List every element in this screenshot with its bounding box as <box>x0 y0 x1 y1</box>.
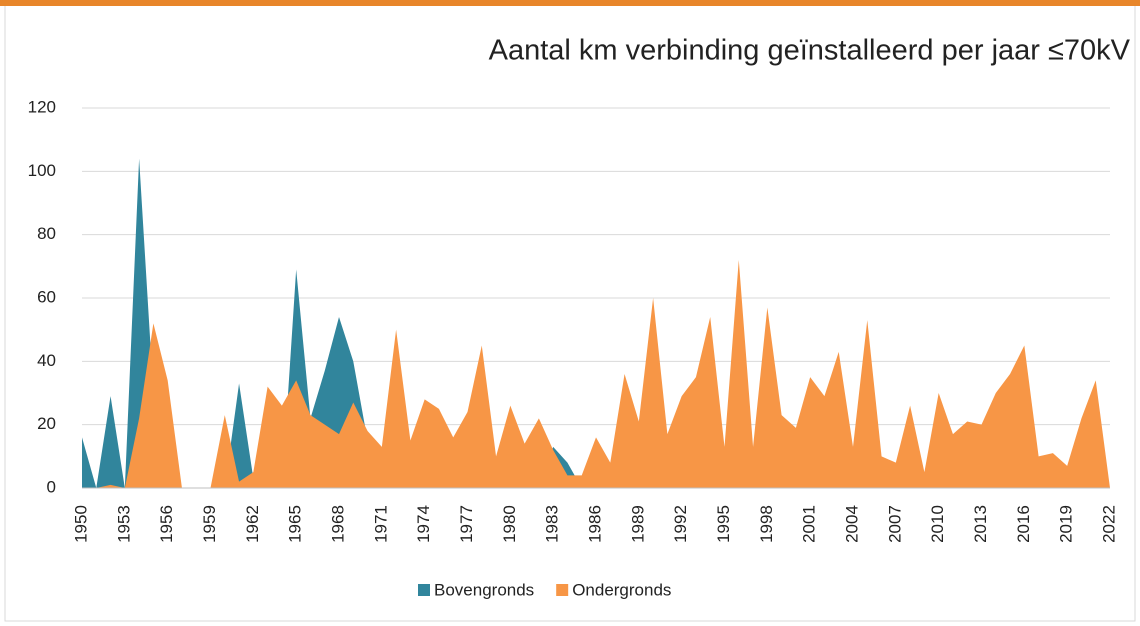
x-tick-label: 1998 <box>757 505 776 543</box>
x-tick-label: 1986 <box>585 505 604 543</box>
x-tick-label: 1980 <box>500 505 519 543</box>
y-tick-label: 120 <box>28 97 56 116</box>
y-tick-label: 20 <box>37 414 56 433</box>
x-tick-label: 2022 <box>1099 505 1118 543</box>
x-tick-label: 2001 <box>800 505 819 543</box>
x-tick-label: 1974 <box>414 505 433 543</box>
x-tick-label: 2004 <box>842 505 861 543</box>
x-tick-label: 1971 <box>371 505 390 543</box>
x-tick-label: 1968 <box>328 505 347 543</box>
x-tick-label: 1983 <box>543 505 562 543</box>
x-tick-label: 1950 <box>71 505 90 543</box>
x-tick-label: 2010 <box>928 505 947 543</box>
legend-label: Ondergronds <box>572 580 671 599</box>
y-tick-label: 40 <box>37 351 56 370</box>
y-tick-label: 60 <box>37 287 56 306</box>
x-tick-label: 1959 <box>200 505 219 543</box>
area <box>82 260 1110 488</box>
x-tick-label: 1995 <box>714 505 733 543</box>
legend-label: Bovengronds <box>434 580 534 599</box>
top-bar <box>0 0 1140 6</box>
y-tick-label: 0 <box>47 477 56 496</box>
legend-swatch <box>556 584 569 596</box>
chart-title: Aantal km verbinding geïnstalleerd per j… <box>489 35 1131 67</box>
x-tick-label: 1953 <box>114 505 133 543</box>
x-tick-label: 1989 <box>628 505 647 543</box>
x-tick-label: 1965 <box>286 505 305 543</box>
x-tick-label: 1962 <box>243 505 262 543</box>
area <box>82 158 1110 488</box>
x-tick-label: 1956 <box>157 505 176 543</box>
x-tick-label: 2016 <box>1014 505 1033 543</box>
legend-swatch <box>418 584 430 596</box>
y-tick-label: 100 <box>28 161 56 180</box>
x-tick-label: 1992 <box>671 505 690 543</box>
y-tick-label: 80 <box>37 224 56 243</box>
x-tick-label: 2007 <box>885 505 904 543</box>
x-tick-label: 2013 <box>971 505 990 543</box>
x-tick-label: 2019 <box>1057 505 1076 543</box>
x-tick-label: 1977 <box>457 505 476 543</box>
